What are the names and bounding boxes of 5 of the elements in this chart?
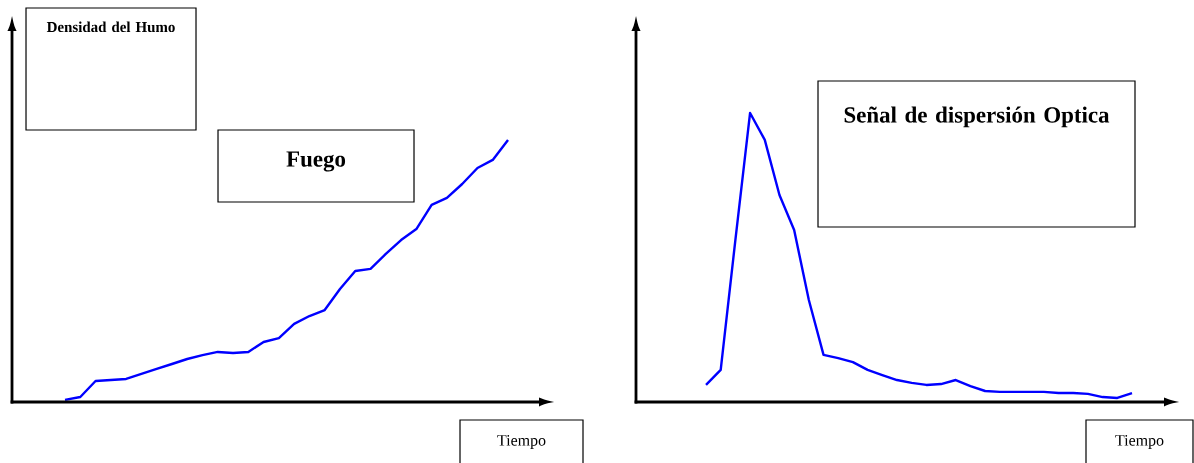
x-axis-title: Tiempo xyxy=(1115,435,1164,449)
x-axis-title: Tiempo xyxy=(497,435,546,449)
chart-title: Señal de dispersión Optica xyxy=(844,106,1110,128)
y-axis-title: Densidad del Humo xyxy=(46,21,175,33)
chart-title: Fuego xyxy=(286,151,346,172)
